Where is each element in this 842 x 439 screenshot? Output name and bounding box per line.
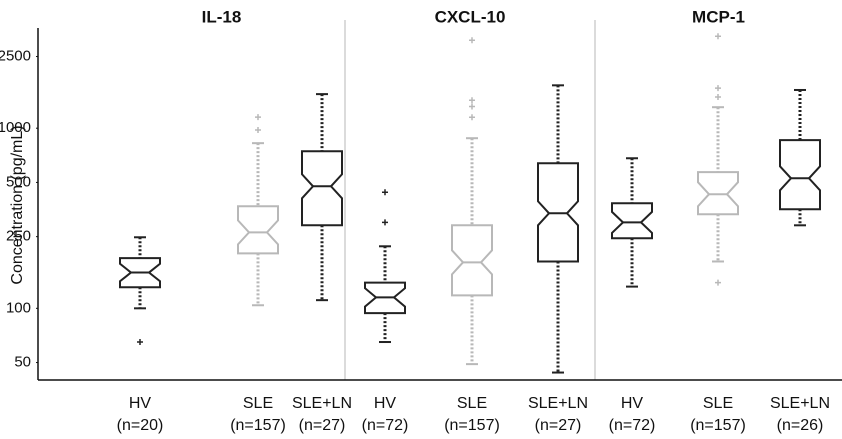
x-tick-label: SLE+LN	[528, 395, 588, 412]
box	[611, 202, 653, 240]
outlier	[469, 97, 475, 104]
y-tick-label: 500	[6, 173, 31, 190]
outlier	[715, 33, 721, 40]
sample-size-label: (n=26)	[777, 417, 824, 434]
outlier	[715, 279, 721, 286]
box	[451, 224, 493, 297]
x-tick-label: HV	[374, 395, 397, 412]
sample-size-label: (n=157)	[230, 417, 286, 434]
panel-title: IL-18	[202, 7, 242, 26]
x-tick-label: HV	[621, 395, 644, 412]
x-tick-label: SLE+LN	[292, 395, 352, 412]
outlier	[469, 37, 475, 44]
outlier	[137, 339, 143, 346]
sample-size-label: (n=72)	[362, 417, 409, 434]
sample-size-label: (n=157)	[444, 417, 500, 434]
box	[301, 150, 343, 227]
y-axis-label: Concentration (pg/mL)	[9, 125, 26, 284]
panel-title: MCP-1	[692, 7, 745, 26]
y-tick-label: 100	[6, 299, 31, 316]
outlier	[469, 114, 475, 121]
outlier	[469, 103, 475, 110]
sample-size-label: (n=27)	[535, 417, 582, 434]
y-tick-label: 250	[6, 228, 31, 245]
outlier	[255, 114, 261, 121]
y-tick-label: 1000	[0, 119, 31, 136]
sample-size-label: (n=72)	[609, 417, 656, 434]
x-tick-label: SLE	[457, 395, 487, 412]
sample-size-label: (n=20)	[117, 417, 164, 434]
box	[779, 139, 821, 211]
x-tick-label: SLE	[243, 395, 273, 412]
outlier	[715, 94, 721, 101]
sample-size-label: (n=27)	[299, 417, 346, 434]
x-tick-label: SLE	[703, 395, 733, 412]
sample-size-label: (n=157)	[690, 417, 746, 434]
outlier	[382, 189, 388, 196]
panel-title: CXCL-10	[435, 7, 506, 26]
x-tick-label: SLE+LN	[770, 395, 830, 412]
x-tick-label: HV	[129, 395, 152, 412]
box	[697, 171, 739, 216]
box	[237, 205, 279, 255]
y-tick-label: 50	[14, 354, 31, 371]
y-tick-label: 2500	[0, 47, 31, 64]
outlier	[255, 127, 261, 134]
outlier	[715, 85, 721, 92]
outlier	[382, 219, 388, 226]
